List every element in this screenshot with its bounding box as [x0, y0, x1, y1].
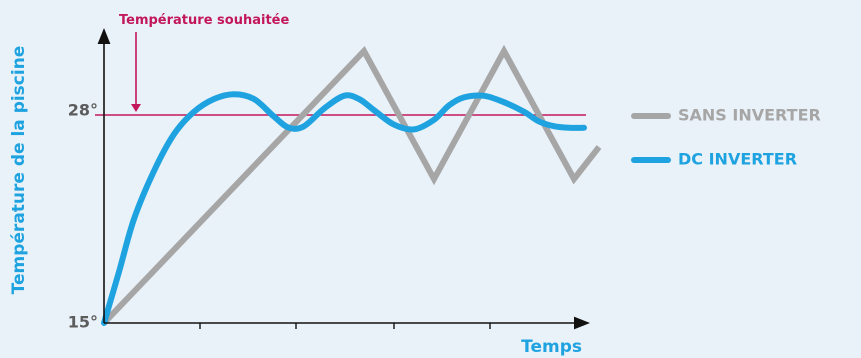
x-axis-title: Temps	[521, 337, 582, 357]
target-arrow-head	[131, 104, 141, 112]
y-tick-label-15: 15°	[68, 313, 98, 332]
series-line-sans-inverter	[101, 44, 602, 326]
legend-label-sans-inverter: SANS INVERTER	[678, 106, 821, 125]
y-tick-label-28: 28°	[68, 101, 98, 120]
y-axis-title: Température de la piscine	[9, 46, 29, 295]
legend-label-dc-inverter: DC INVERTER	[678, 150, 797, 169]
series-line-dc-inverter	[101, 91, 587, 326]
target-temperature-label: Température souhaitée	[119, 13, 289, 28]
